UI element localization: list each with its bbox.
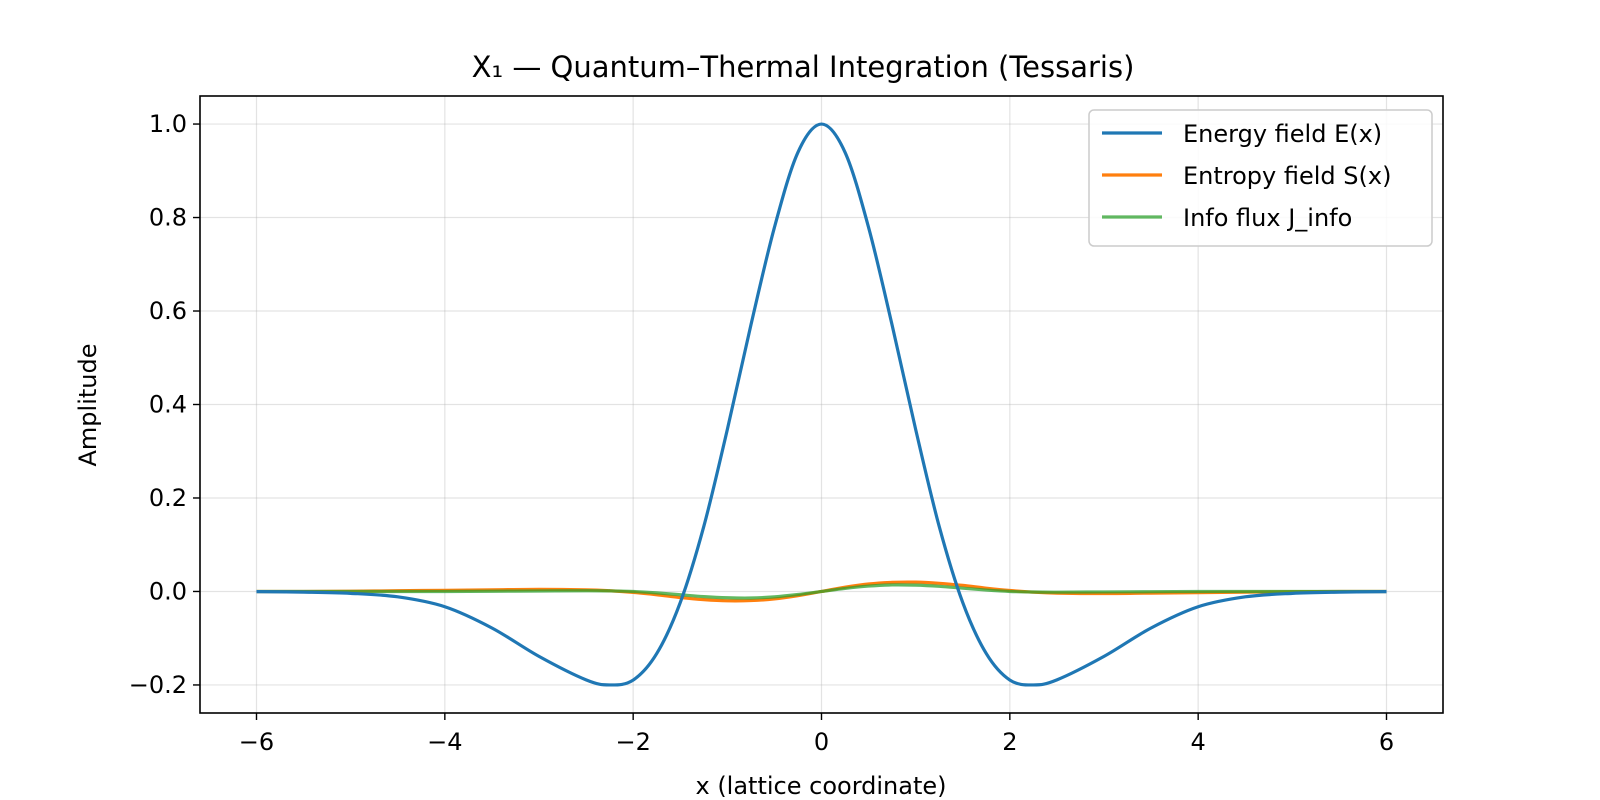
y-tick-label: 1.0 [149, 110, 187, 138]
y-tick-label: 0.6 [149, 297, 187, 325]
x-tick-label: 4 [1191, 728, 1206, 756]
legend-label-1: Entropy field S(x) [1183, 162, 1391, 190]
y-tick-label: 0.2 [149, 484, 187, 512]
x-tick-label: 2 [1002, 728, 1017, 756]
chart-title: X₁ — Quantum–Thermal Integration (Tessar… [472, 50, 1135, 84]
series-line-0 [256, 122, 1387, 687]
series-lines [256, 122, 1387, 687]
x-tick-label: −6 [239, 728, 274, 756]
axis-ticks: −6 −4 −2 0 2 4 6 −0.2 0.0 0.2 0.4 0.6 0.8 1.0 [129, 110, 1394, 756]
legend-box [1088, 109, 1433, 247]
x-axis-title: x (lattice coordinate) [695, 772, 946, 800]
x-tick-label: 6 [1379, 728, 1394, 756]
y-tick-label: 0.8 [149, 204, 187, 232]
y-tick-label: 0.4 [149, 391, 187, 419]
legend: Energy field E(x) Entropy field S(x) Info … [1088, 109, 1433, 247]
legend-label-2: Info flux J_info [1183, 204, 1352, 232]
legend-label-0: Energy field E(x) [1183, 120, 1382, 148]
y-tick-label: 0.0 [149, 577, 187, 605]
x-tick-label: −4 [427, 728, 462, 756]
series-line-2 [256, 583, 1387, 600]
y-axis-title: Amplitude [74, 344, 102, 467]
y-tick-label: −0.2 [129, 671, 187, 699]
x-tick-label: 0 [814, 728, 829, 756]
x-tick-label: −2 [615, 728, 650, 756]
